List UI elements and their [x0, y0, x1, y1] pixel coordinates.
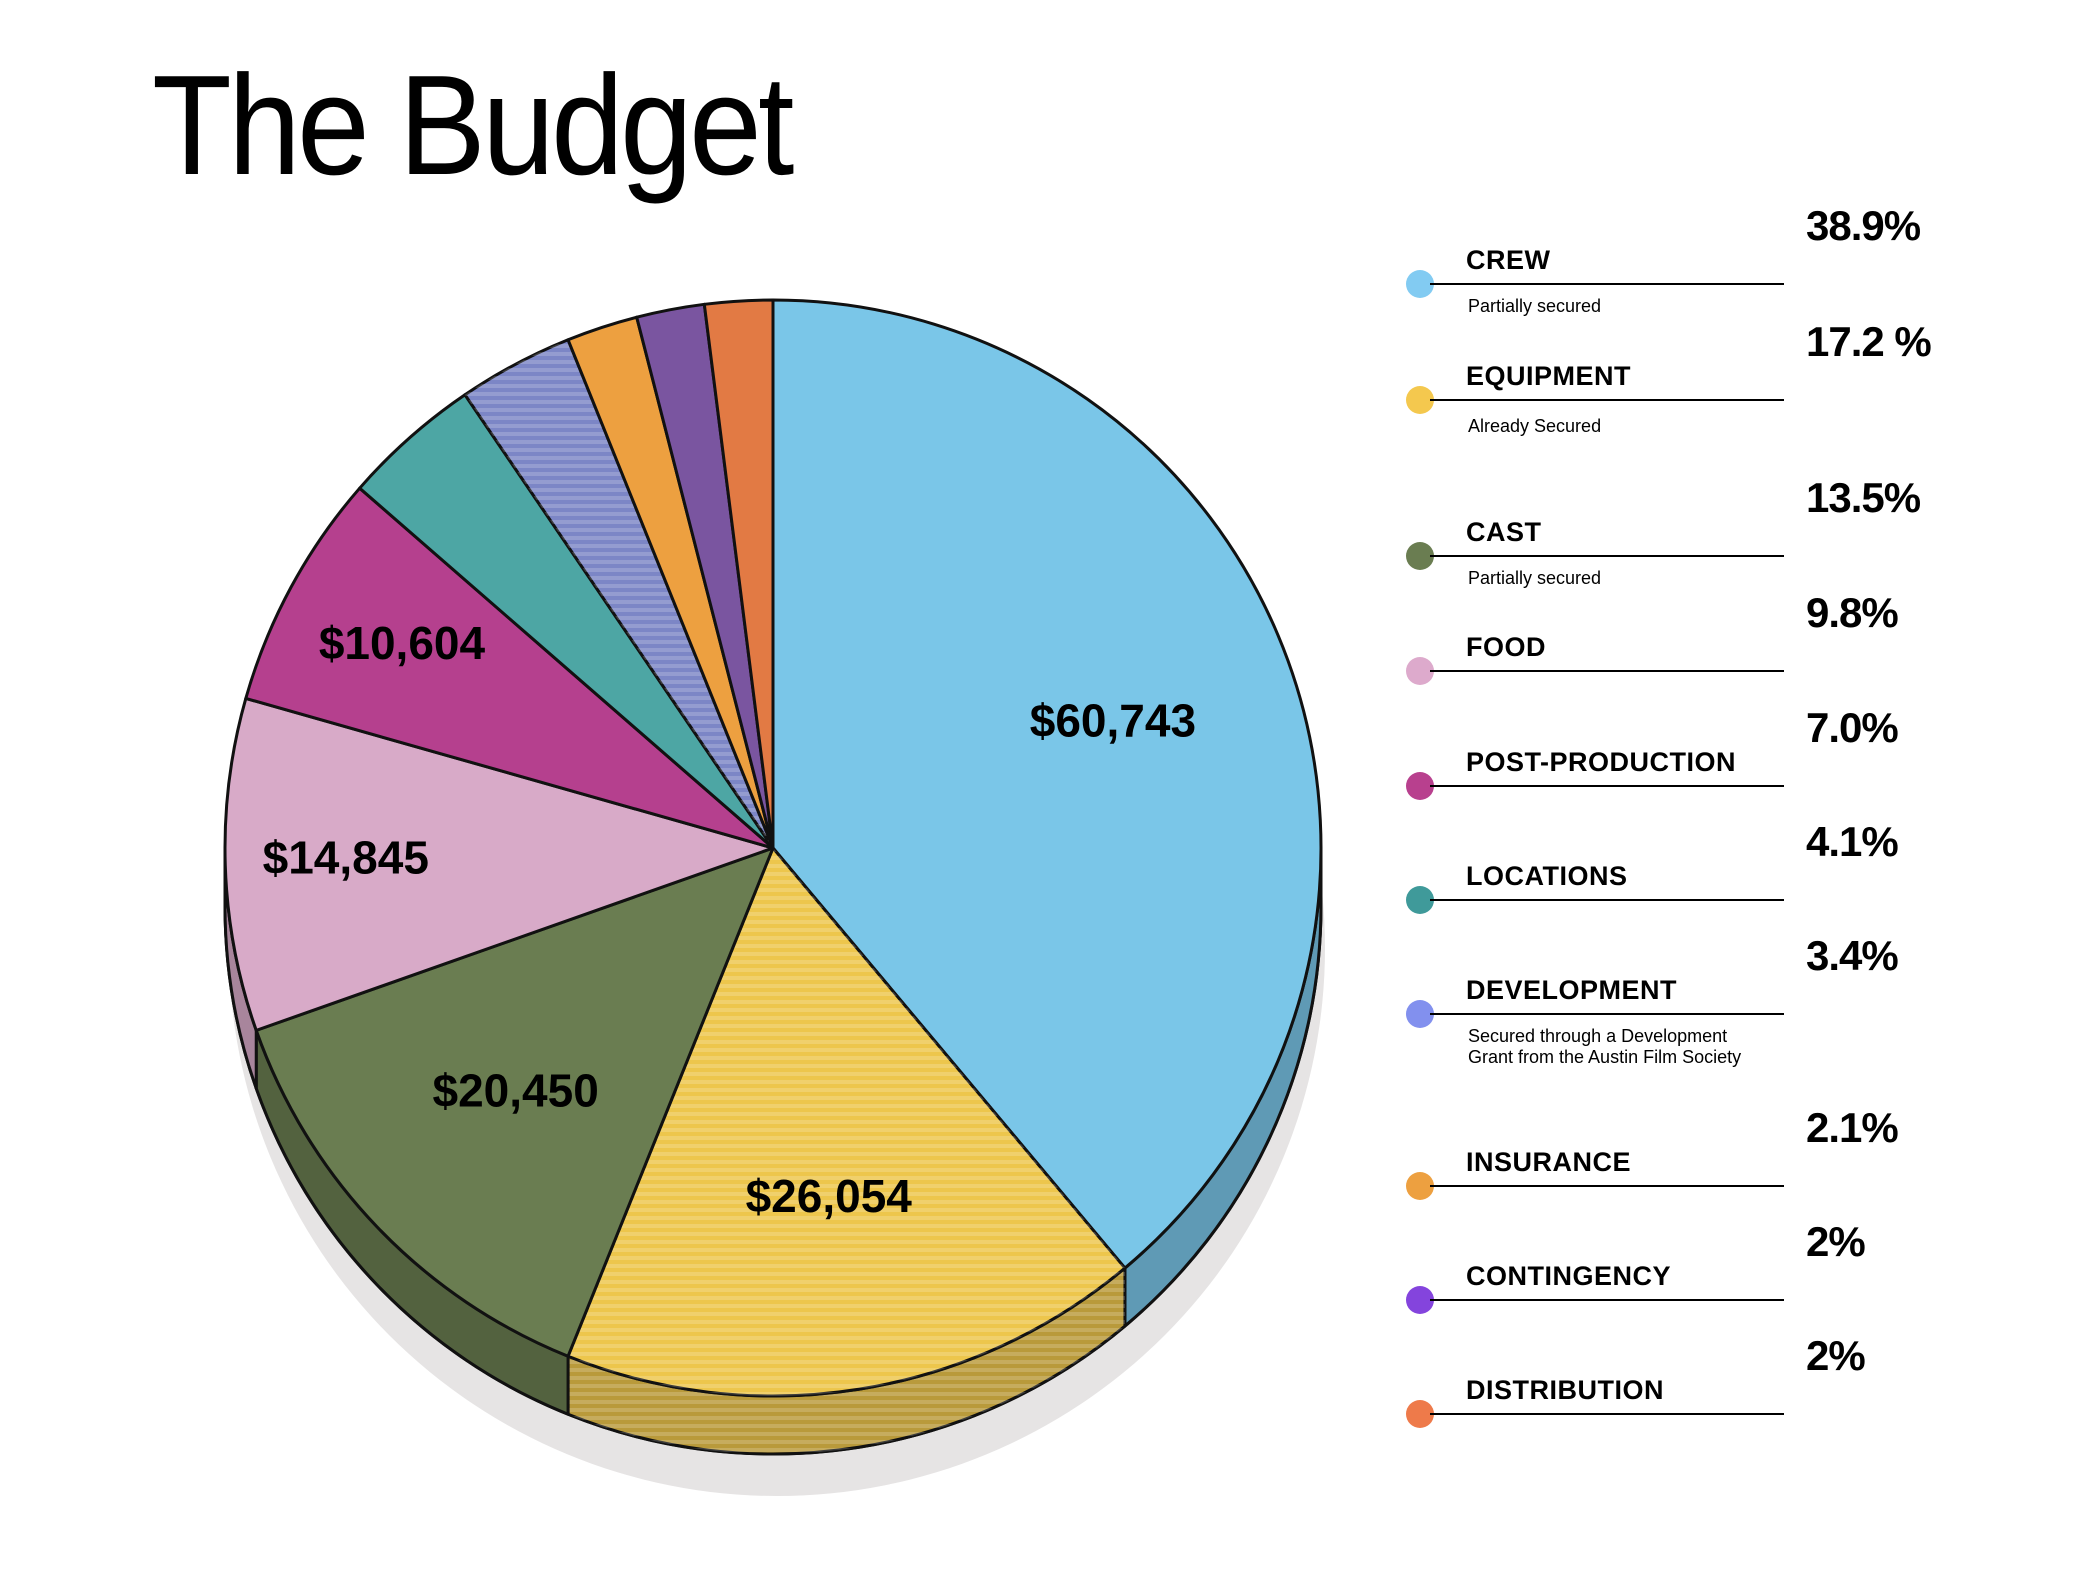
legend-item-equipment: EQUIPMENT 17.2 % Already Secured	[1406, 318, 1946, 436]
legend-percent-cast: 13.5%	[1806, 474, 1921, 521]
legend-percent-crew: 38.9%	[1806, 202, 1921, 249]
legend-rule-locations	[1430, 899, 1784, 901]
legend-dot-insurance	[1406, 1172, 1434, 1200]
pie-slice-post-production	[244, 486, 775, 850]
pie-slice-cast	[254, 846, 775, 1358]
legend-rule-crew	[1430, 283, 1784, 285]
legend-rule-cast	[1430, 555, 1784, 557]
legend-dot-contingency	[1406, 1286, 1434, 1314]
legend-rule-food	[1430, 670, 1784, 672]
legend-dot-locations	[1406, 886, 1434, 914]
legend-label-development: DEVELOPMENT	[1466, 975, 1678, 1005]
legend-dot-food	[1406, 657, 1434, 685]
pie-slice-food	[223, 696, 775, 1032]
legend-dot-crew	[1406, 270, 1434, 298]
legend-percent-food: 9.8%	[1806, 589, 1899, 636]
page-title: The Budget	[152, 46, 794, 205]
legend-label-cast: CAST	[1466, 517, 1542, 547]
legend-item-contingency: CONTINGENCY 2%	[1406, 1218, 1946, 1314]
legend-label-contingency: CONTINGENCY	[1466, 1261, 1672, 1291]
legend-note-development: Secured through a Development Grant from…	[1468, 1026, 1742, 1067]
legend-percent-equipment: 17.2 %	[1806, 318, 1932, 365]
legend-dot-distribution	[1406, 1400, 1434, 1428]
legend-percent-development: 3.4%	[1806, 932, 1899, 979]
legend-label-insurance: INSURANCE	[1466, 1147, 1632, 1177]
legend-dot-equipment	[1406, 386, 1434, 414]
legend-rule-contingency	[1430, 1299, 1784, 1301]
legend-item-cast: CAST 13.5% Partially secured	[1406, 474, 1946, 588]
legend-item-distribution: DISTRIBUTION 2%	[1406, 1332, 1946, 1428]
legend-percent-distribution: 2%	[1806, 1332, 1866, 1379]
legend-label-locations: LOCATIONS	[1466, 861, 1628, 891]
slice-value-label-cast: $20,450	[433, 1064, 599, 1116]
slice-value-label-equipment: $26,054	[746, 1170, 913, 1222]
legend-dot-cast	[1406, 542, 1434, 570]
pie-slice-distribution	[702, 298, 775, 850]
legend-percent-contingency: 2%	[1806, 1218, 1866, 1265]
legend-label-crew: CREW	[1466, 245, 1551, 275]
legend-item-development: DEVELOPMENT 3.4% Secured through a Develop…	[1406, 932, 1946, 1067]
legend-item-post-production: POST-PRODUCTION 7.0%	[1406, 704, 1946, 800]
legend-rule-distribution	[1430, 1413, 1784, 1415]
legend-dot-post-production	[1406, 772, 1434, 800]
slice-value-label-crew: $60,743	[1030, 695, 1196, 747]
legend-label-food: FOOD	[1466, 632, 1546, 662]
pie-side-stripes-equipment	[568, 1268, 1125, 1454]
legend-rule-insurance	[1430, 1185, 1784, 1187]
legend-note-equipment: Already Secured	[1468, 416, 1602, 436]
legend-label-equipment: EQUIPMENT	[1466, 361, 1632, 391]
pie-slice-stripes-development	[464, 339, 773, 848]
legend-label-post-production: POST-PRODUCTION	[1466, 747, 1737, 777]
legend-percent-post-production: 7.0%	[1806, 704, 1899, 751]
slice-value-label-food: $14,845	[263, 832, 429, 884]
legend-percent-insurance: 2.1%	[1806, 1104, 1899, 1151]
legend-percent-locations: 4.1%	[1806, 818, 1899, 865]
pie-slice-stripes-equipment	[568, 848, 1125, 1396]
legend-note-crew: Partially secured	[1468, 296, 1602, 316]
legend-item-locations: LOCATIONS 4.1%	[1406, 818, 1946, 914]
legend-label-distribution: DISTRIBUTION	[1466, 1375, 1664, 1405]
legend-rule-development	[1430, 1013, 1784, 1015]
legend-note-cast: Partially secured	[1468, 568, 1602, 588]
slice-value-label-post-production: $10,604	[319, 617, 486, 669]
legend-dot-development	[1406, 1000, 1434, 1028]
legend-item-insurance: INSURANCE 2.1%	[1406, 1104, 1946, 1200]
legend-item-crew: CREW 38.9% Partially secured	[1406, 202, 1946, 316]
legend-rule-post-production	[1430, 785, 1784, 787]
legend-rule-equipment	[1430, 399, 1784, 401]
pie-slice-crew	[771, 298, 1323, 1270]
legend-item-food: FOOD 9.8%	[1406, 589, 1946, 685]
